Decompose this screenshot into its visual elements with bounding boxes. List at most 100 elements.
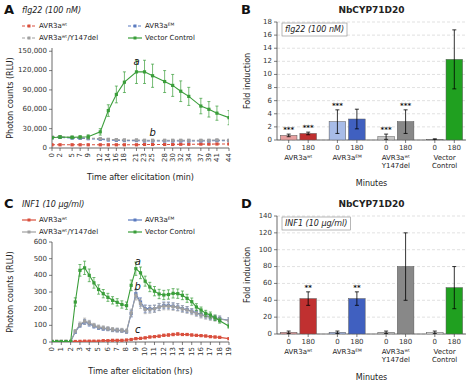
legend-marker: [134, 219, 137, 222]
error-bar: [228, 139, 230, 141]
marker: [69, 340, 72, 342]
legend-line: [22, 37, 36, 38]
marker: [176, 292, 179, 295]
x-tick: [136, 148, 137, 151]
x-tick: [386, 140, 387, 143]
marker: [172, 333, 175, 336]
error-bar: [148, 282, 151, 291]
x-tick-label: 25: [148, 153, 156, 162]
x-tick: [80, 148, 81, 151]
grid-line: [277, 232, 466, 233]
marker: [151, 139, 154, 142]
subtitle: INF1 (10 μg/ml): [285, 219, 347, 228]
marker: [52, 135, 54, 138]
x-tick: [173, 342, 174, 345]
marker: [190, 310, 193, 313]
error-bar: [404, 110, 408, 134]
marker: [55, 340, 58, 342]
series-line: [52, 294, 229, 342]
y-tick: [49, 258, 52, 259]
error-bar: [79, 144, 82, 146]
y-tick: [49, 342, 52, 343]
error-bar: [179, 81, 182, 102]
error-bar: [190, 298, 193, 305]
error-bar: [64, 341, 67, 342]
series-line: [52, 143, 229, 145]
group-label: AVR3aᴱᴹ: [332, 348, 362, 356]
x-tick-label: 3: [76, 347, 84, 351]
marker: [144, 280, 147, 283]
error-bar: [190, 309, 193, 315]
x-tick-label: 0: [384, 144, 388, 152]
x-tick: [100, 148, 101, 151]
x-tick: [337, 334, 338, 337]
marker: [185, 308, 188, 311]
marker: [134, 294, 137, 297]
error-bar: [207, 139, 210, 141]
x-axis: 0180018001800180: [277, 140, 466, 152]
error-bar: [195, 310, 198, 316]
error-bar: [335, 110, 339, 134]
error-bar: [69, 341, 72, 342]
x-tick: [434, 334, 435, 337]
x-tick: [72, 148, 73, 151]
marker: [120, 303, 123, 306]
error-bar: [79, 136, 82, 139]
significance-label: ***: [332, 102, 343, 110]
marker: [64, 340, 67, 342]
marker: [158, 305, 161, 308]
y-tick-label: 100: [259, 246, 272, 254]
x-tick-label: 12: [96, 153, 104, 162]
error-bar: [64, 341, 67, 342]
marker: [135, 143, 138, 146]
error-bar: [186, 334, 189, 336]
legend-label: AVR3aᴱᴹ: [145, 216, 175, 224]
y-axis-label: Fold induction: [243, 247, 252, 303]
series-line: [52, 137, 229, 141]
subtitle: flg22 (100 nM): [22, 6, 81, 15]
legend-marker: [134, 25, 137, 28]
x-tick-label: 0: [433, 338, 437, 346]
marker: [163, 143, 166, 146]
grid-line: [277, 74, 466, 75]
error-bar: [60, 341, 63, 342]
group-label-line: AVR3aʷᵗ: [382, 348, 410, 356]
marker: [227, 139, 229, 142]
error-bar: [153, 305, 156, 312]
marker: [162, 305, 165, 308]
significance-label: **: [305, 284, 313, 292]
y-tick: [274, 232, 277, 233]
marker: [71, 136, 74, 139]
x-tick: [154, 342, 155, 345]
marker: [106, 339, 109, 342]
marker: [153, 335, 156, 338]
x-tick: [337, 140, 338, 143]
marker: [125, 338, 128, 341]
error-bar: [452, 267, 456, 309]
error-bar: [144, 276, 147, 286]
x-tick: [89, 342, 90, 345]
error-bar: [228, 111, 230, 125]
error-bar: [171, 144, 174, 146]
x-tick: [180, 148, 181, 151]
x-tick-label: 0: [48, 153, 56, 157]
error-bar: [60, 341, 63, 342]
error-bar: [83, 340, 86, 342]
x-tick: [191, 342, 192, 345]
marker: [171, 139, 174, 142]
error-bar: [116, 329, 119, 332]
y-tick: [49, 242, 52, 243]
x-tick-label: 37: [197, 153, 205, 162]
grid-line: [277, 249, 466, 250]
marker: [207, 139, 210, 142]
error-bar: [111, 340, 114, 342]
marker: [52, 340, 54, 342]
significance-label: **: [353, 284, 361, 292]
y-tick-label: 20: [263, 313, 272, 321]
y-tick-label: 40: [263, 296, 272, 304]
marker: [125, 304, 128, 307]
error-bar: [55, 341, 58, 342]
error-bar: [163, 71, 166, 93]
error-bar: [207, 102, 210, 117]
legend: AVR3aʷᵗAVR3aᴱᴹAVR3aʷᵗ/Y147delVector Cont…: [22, 216, 195, 236]
